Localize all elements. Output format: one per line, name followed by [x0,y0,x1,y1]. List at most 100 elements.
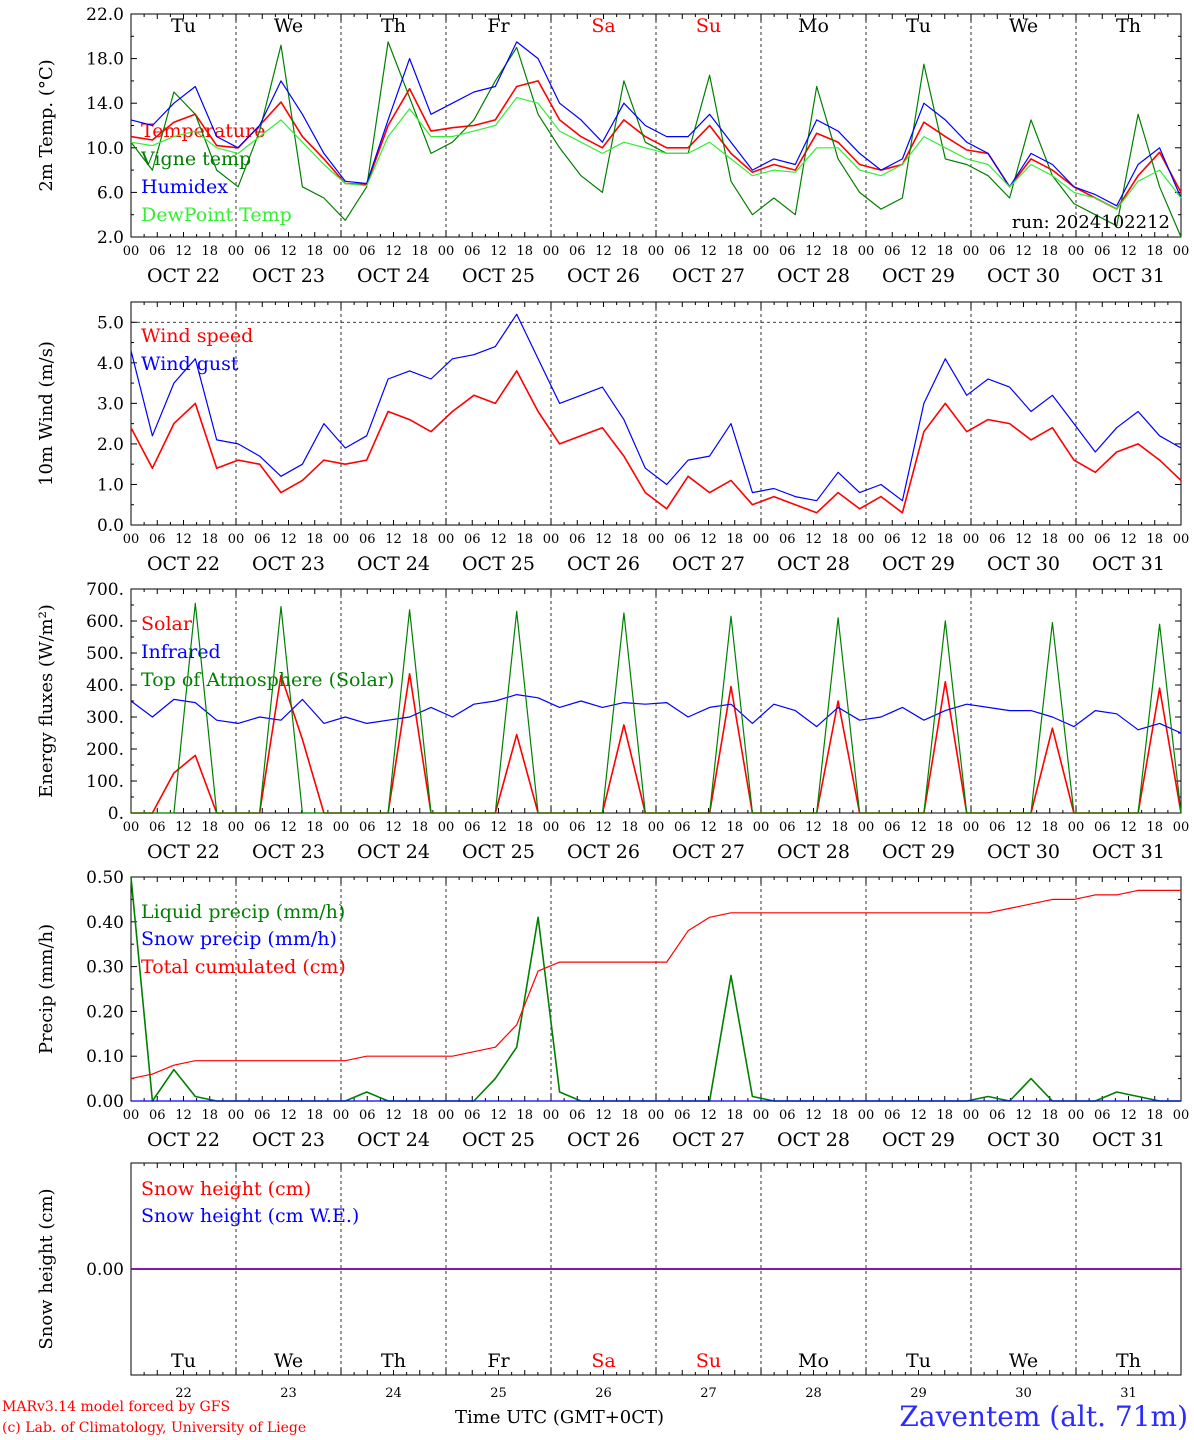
hour-tick-label: 06 [674,820,691,835]
day-name-label: We [274,15,303,37]
hour-tick-label: 06 [569,244,586,259]
legend-solar: Solar [141,613,193,635]
hour-tick-label: 00 [123,1108,140,1123]
hour-tick-label: 06 [149,532,166,547]
date-label: OCT 22 [147,841,220,863]
date-label: OCT 27 [672,841,745,863]
hour-tick-label: 00 [648,1108,665,1123]
hour-tick-label: 00 [333,1108,350,1123]
hour-tick-label: 12 [490,244,507,259]
y-tick-label: 100. [86,772,124,792]
day-name-label: Th [381,15,406,37]
day-name-label: Th [1116,1350,1141,1372]
hour-tick-label: 00 [228,820,245,835]
y-tick-label: 0.00 [86,1092,124,1112]
hour-tick-label: 12 [1015,244,1032,259]
hour-tick-label: 12 [490,1108,507,1123]
y-tick-label: 200. [86,740,124,760]
hour-tick-label: 06 [464,820,481,835]
hour-tick-label: 06 [989,1108,1006,1123]
hour-tick-label: 06 [989,244,1006,259]
y-tick-label: 700. [86,580,124,600]
day-name-label: Mo [798,1350,829,1372]
day-name-label: Th [1116,15,1141,37]
hour-tick-label: 00 [1068,820,1085,835]
hour-tick-label: 12 [280,1108,297,1123]
day-name-label: We [1009,1350,1038,1372]
hour-tick-label: 00 [753,532,770,547]
hour-tick-label: 12 [1120,532,1137,547]
hour-tick-label: 06 [254,1108,271,1123]
date-label: OCT 24 [357,1129,430,1151]
day-number-label: 28 [805,1386,822,1400]
date-label: OCT 26 [567,841,640,863]
hour-tick-label: 18 [201,820,218,835]
date-label: OCT 24 [357,553,430,575]
hour-tick-label: 18 [1041,820,1058,835]
y-tick-label: 0. [108,804,124,824]
hour-tick-label: 00 [858,244,875,259]
hour-tick-label: 06 [779,820,796,835]
date-label: OCT 31 [1092,841,1165,863]
hour-tick-label: 12 [1015,532,1032,547]
hour-tick-label: 18 [411,820,428,835]
date-label: OCT 22 [147,553,220,575]
hour-tick-label: 06 [464,532,481,547]
hour-tick-label: 18 [1146,1108,1163,1123]
y-tick-label: 0.10 [86,1047,124,1067]
hour-tick-label: 18 [1041,532,1058,547]
hour-tick-label: 06 [674,532,691,547]
date-label: OCT 31 [1092,553,1165,575]
hour-tick-label: 06 [674,1108,691,1123]
date-label: OCT 22 [147,265,220,287]
series-wind-speed-line [130,370,1182,514]
hour-tick-label: 12 [805,1108,822,1123]
meteogram-chart: 2.0 6.0 10.0 14.0 18.0 22.0 2m Temp. (°C) Tempe… [36,5,1190,1401]
hour-tick-label: 00 [123,244,140,259]
date-label: OCT 30 [987,841,1060,863]
y-tick-label: 6.0 [97,183,124,203]
hour-tick-label: 06 [359,532,376,547]
y-tick-label: 0.30 [86,958,124,978]
hour-tick-label: 00 [543,1108,560,1123]
day-number-label: 24 [385,1386,402,1400]
hour-tick-label: 00 [753,1108,770,1123]
hour-tick-label: 18 [411,244,428,259]
day-name-label: Tu [171,1350,196,1372]
day-number-label: 26 [595,1386,612,1400]
series-humidex-line [130,41,1182,207]
series-total-cumulated-cm-line [130,889,1181,1080]
legend-top-of-atmosphere-solar: Top of Atmosphere (Solar) [141,669,394,691]
series-wind-gust-line [130,313,1182,502]
hour-tick-label: 18 [831,1108,848,1123]
hour-tick-label: 00 [228,532,245,547]
hour-tick-label: 00 [1173,1108,1190,1123]
hour-tick-label: 06 [884,820,901,835]
hour-tick-label: 12 [595,1108,612,1123]
hour-tick-label: 12 [1120,1108,1137,1123]
hour-tick-label: 00 [648,244,665,259]
hour-tick-label: 00 [438,244,455,259]
hour-tick-label: 18 [516,820,533,835]
day-name-label: Sa [591,1350,615,1372]
y-tick-label: 600. [86,612,124,632]
date-label: OCT 25 [462,553,535,575]
station-name: Zaventem (alt. 71m) [899,1400,1188,1433]
hour-tick-label: 18 [1041,1108,1058,1123]
date-label: OCT 26 [567,265,640,287]
y-tick-label: 1.0 [97,475,124,495]
y-tick-label: 300. [86,708,124,728]
hour-tick-label: 12 [1015,1108,1032,1123]
hour-tick-label: 00 [1068,532,1085,547]
legend-liquid-precip-mm-h: Liquid precip (mm/h) [141,901,345,923]
date-label: OCT 26 [567,553,640,575]
hour-tick-label: 00 [123,820,140,835]
day-number-label: 30 [1015,1386,1032,1400]
hour-tick-label: 12 [385,820,402,835]
hour-tick-label: 18 [201,1108,218,1123]
date-label: OCT 29 [882,1129,955,1151]
panel-frame [130,588,1182,814]
hour-tick-label: 00 [1068,244,1085,259]
legend-total-cumulated-cm: Total cumulated (cm) [141,956,346,978]
hour-tick-label: 18 [936,820,953,835]
